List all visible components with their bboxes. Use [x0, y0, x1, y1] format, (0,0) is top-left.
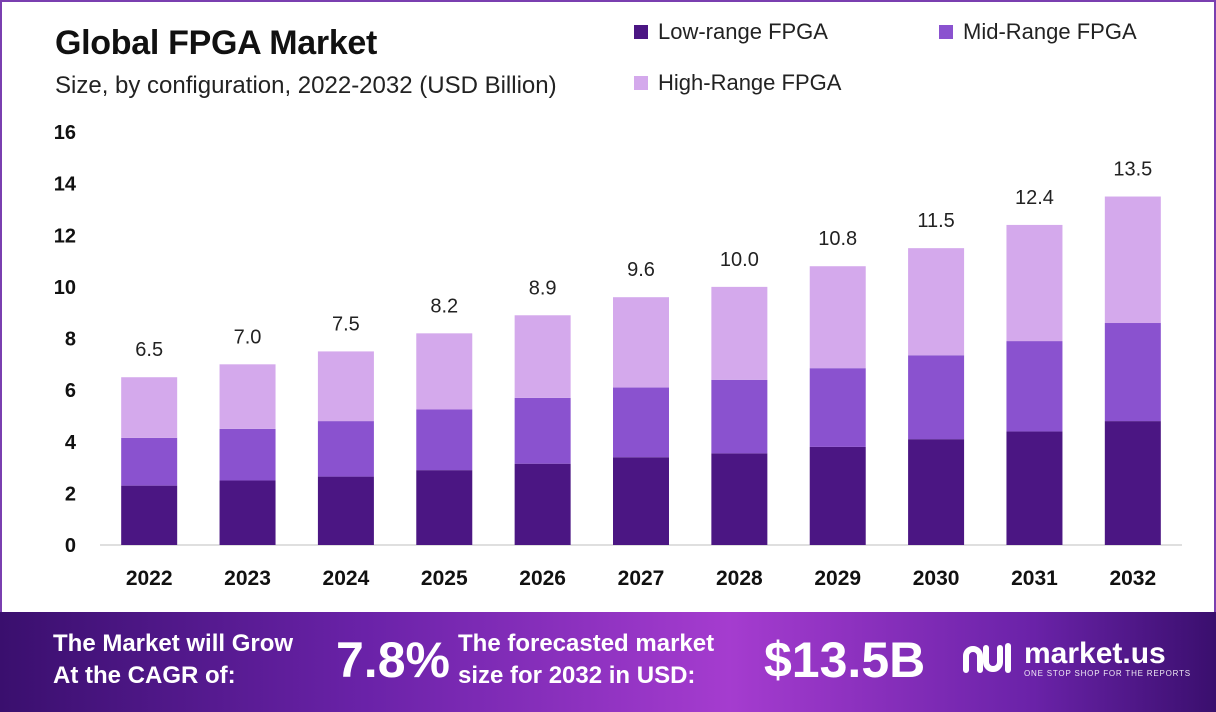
legend-item-high-range: High-Range FPGA: [634, 70, 841, 96]
summary-banner: The Market will Grow At the CAGR of: 7.8…: [0, 612, 1216, 712]
legend-item-mid-range: Mid-Range FPGA: [939, 19, 1137, 45]
y-tick-label: 6: [65, 380, 76, 402]
x-tick-label: 2023: [224, 567, 271, 590]
y-tick-label: 14: [54, 174, 77, 196]
bar-total-label: 13.5: [1113, 159, 1152, 181]
bar-segment-mid-range: [514, 397, 571, 464]
bar-segment-high-range: [121, 377, 178, 438]
bar-segment-high-range: [908, 248, 965, 356]
x-tick-label: 2022: [126, 567, 173, 590]
bar-segment-low-range: [1006, 431, 1063, 545]
forecast-label: The forecasted market size for 2032 in U…: [458, 630, 715, 689]
x-tick-label: 2025: [421, 567, 468, 590]
bar-segment-mid-range: [809, 368, 866, 447]
bar-segment-low-range: [317, 476, 374, 545]
bar-total-label: 8.2: [430, 295, 458, 317]
bar-segment-low-range: [514, 463, 571, 545]
legend-swatch-mid-range: [939, 25, 953, 39]
bar-segment-high-range: [219, 364, 276, 429]
legend-label-low-range: Low-range FPGA: [658, 19, 828, 44]
logo-tagline: ONE STOP SHOP FOR THE REPORTS: [1024, 668, 1191, 678]
x-tick-label: 2029: [814, 567, 861, 590]
y-tick-label: 16: [54, 122, 76, 144]
bar-segment-high-range: [613, 297, 669, 388]
bar-total-label: 6.5: [135, 339, 163, 361]
x-tick-label: 2027: [618, 567, 665, 590]
x-tick-label: 2028: [716, 567, 763, 590]
chart-title: Global FPGA Market: [55, 24, 378, 62]
x-tick-label: 2030: [913, 567, 960, 590]
market-us-logo: market.us ONE STOP SHOP FOR THE REPORTS: [962, 638, 1191, 678]
market-us-logo-icon: [963, 643, 1011, 673]
bar-segment-low-range: [809, 446, 866, 545]
bar-segment-mid-range: [219, 428, 276, 481]
bar-total-label: 7.5: [332, 313, 360, 335]
y-tick-label: 0: [65, 535, 76, 557]
bar-total-label: 9.6: [627, 259, 655, 281]
y-tick-label: 4: [65, 432, 77, 454]
bar-segment-mid-range: [1104, 323, 1161, 422]
chart-subtitle: Size, by configuration, 2022-2032 (USD B…: [55, 72, 557, 99]
legend-swatch-high-range: [634, 76, 648, 90]
bar-segment-low-range: [121, 485, 178, 545]
bar-segment-low-range: [711, 453, 768, 545]
bar-segment-mid-range: [908, 355, 965, 440]
bar-segment-low-range: [908, 439, 965, 545]
logo-name: market.us: [1024, 636, 1166, 670]
stacked-bar-chart: 0 2 4 6 8 10 12 14 16 6.5 2022 7.0 2023 7.5 2024 8.2 202…: [54, 122, 1182, 590]
bar-segment-high-range: [416, 333, 473, 410]
legend-label-mid-range: Mid-Range FPGA: [963, 19, 1137, 44]
bar-segment-high-range: [809, 266, 866, 369]
x-tick-label: 2031: [1011, 567, 1058, 590]
bar-segment-mid-range: [416, 409, 473, 471]
bar-total-label: 11.5: [917, 210, 954, 232]
bar-segment-low-range: [219, 480, 276, 545]
bar-segment-low-range: [416, 470, 473, 545]
bar-segment-high-range: [1104, 196, 1161, 324]
bar-segment-low-range: [613, 457, 669, 545]
bar-segment-high-range: [317, 351, 374, 422]
legend-item-low-range: Low-range FPGA: [634, 19, 828, 45]
bar-total-label: 10.0: [720, 249, 759, 271]
bar-total-label: 7.0: [234, 326, 262, 348]
y-tick-label: 8: [65, 329, 76, 351]
x-tick-label: 2026: [519, 567, 566, 590]
bar-segment-high-range: [514, 315, 571, 398]
forecast-value: $13.5B: [764, 632, 926, 688]
cagr-value: 7.8%: [336, 632, 450, 688]
y-tick-label: 2: [65, 483, 76, 505]
bar-segment-low-range: [1104, 421, 1161, 545]
cagr-label: The Market will Grow At the CAGR of:: [53, 630, 294, 689]
bar-total-label: 8.9: [529, 277, 557, 299]
legend-label-high-range: High-Range FPGA: [658, 70, 842, 95]
bar-segment-mid-range: [1006, 341, 1063, 432]
bar-total-label: 12.4: [1015, 187, 1054, 209]
bar-segment-high-range: [711, 286, 768, 380]
y-tick-label: 12: [54, 225, 76, 247]
x-tick-label: 2032: [1109, 567, 1156, 590]
bar-segment-high-range: [1006, 224, 1063, 342]
bar-segment-mid-range: [317, 421, 374, 477]
bar-segment-mid-range: [121, 437, 178, 486]
x-tick-label: 2024: [323, 567, 370, 590]
legend-swatch-low-range: [634, 25, 648, 39]
bar-total-label: 10.8: [818, 228, 857, 250]
bar-segment-mid-range: [711, 379, 768, 454]
y-tick-label: 10: [54, 277, 76, 299]
bar-segment-mid-range: [613, 387, 669, 458]
